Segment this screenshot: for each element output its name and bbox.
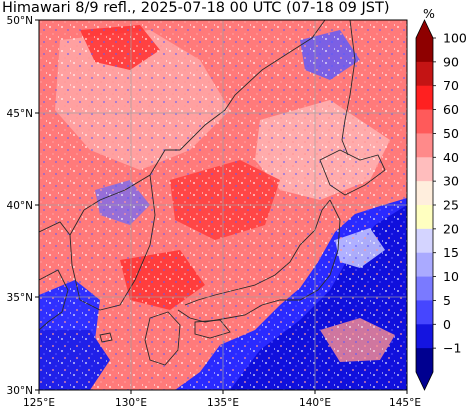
- colorbar-segment: [416, 61, 433, 87]
- colorbar-label: 30: [443, 174, 459, 189]
- colorbar-label: 60: [443, 102, 459, 117]
- coast-sakhalin: [341, 20, 356, 156]
- lon-label-140: 140°E: [299, 397, 331, 409]
- coast-korea: [69, 149, 180, 311]
- map-area: [39, 20, 407, 390]
- coast-shikoku: [194, 319, 231, 339]
- coast-russia-mainland: [179, 20, 326, 151]
- colorbar-segment: [416, 109, 433, 134]
- colorbar-segment: [416, 324, 433, 349]
- colorbar-extend-max: [416, 20, 433, 38]
- coast-china-north: [39, 221, 71, 331]
- colorbar-label: −1: [443, 341, 461, 356]
- lon-label-130: 130°E: [115, 397, 147, 409]
- colorbar-label: 90: [443, 54, 459, 69]
- colorbar-label: 20: [443, 221, 459, 236]
- colorbar-segment: [416, 181, 433, 206]
- colorbar-segment: [416, 348, 433, 373]
- colorbar-label: 15: [443, 245, 459, 260]
- colorbar-segments: [415, 19, 434, 391]
- lon-label-145: 145°E: [389, 397, 421, 409]
- longitude-ticks: [38, 390, 408, 394]
- colorbar-segment: [416, 228, 433, 254]
- latitude-ticks: [35, 19, 39, 391]
- colorbar-segment: [416, 85, 433, 110]
- coast-hokkaido: [319, 149, 386, 196]
- colorbar-segment: [416, 157, 433, 182]
- lon-label-135: 135°E: [207, 397, 239, 409]
- colorbar-unit: %: [423, 6, 435, 21]
- gridlines: [39, 20, 407, 390]
- colorbar-label: 10: [443, 269, 459, 284]
- colorbar-segment: [416, 300, 433, 325]
- lat-label-40: 40°N: [7, 200, 33, 212]
- longitude-labels: 125°E 130°E 135°E 140°E 145°E: [23, 397, 421, 409]
- map-title: Himawari 8/9 refl., 2025-07-18 00 UTC (0…: [2, 0, 390, 16]
- lat-label-50: 50°N: [7, 15, 33, 27]
- lat-label-30: 30°N: [7, 385, 33, 397]
- lon-label-125: 125°E: [23, 397, 55, 409]
- colorbar-label: 40: [443, 150, 459, 165]
- coastlines: [39, 20, 386, 366]
- coast-kyushu: [144, 311, 181, 366]
- coast-korea-islands: [99, 332, 113, 343]
- colorbar-label: 5: [443, 293, 451, 308]
- colorbar-label: 100: [443, 31, 467, 46]
- lat-label-35: 35°N: [7, 292, 33, 304]
- lat-label-45: 45°N: [7, 108, 33, 120]
- colorbar-segment: [416, 205, 433, 230]
- colorbar-segment: [416, 252, 433, 277]
- latitude-labels: 50°N 45°N 40°N 35°N 30°N: [7, 15, 33, 397]
- colorbar-segment: [416, 133, 433, 158]
- colorbar-label: 50: [443, 126, 459, 141]
- colorbar-segment: [416, 38, 433, 63]
- colorbar-segment: [416, 276, 433, 301]
- colorbar-label: 25: [443, 198, 459, 213]
- colorbar-extend-min: [416, 372, 433, 390]
- colorbar-label: 70: [443, 78, 459, 93]
- colorbar-label: 0: [443, 317, 451, 332]
